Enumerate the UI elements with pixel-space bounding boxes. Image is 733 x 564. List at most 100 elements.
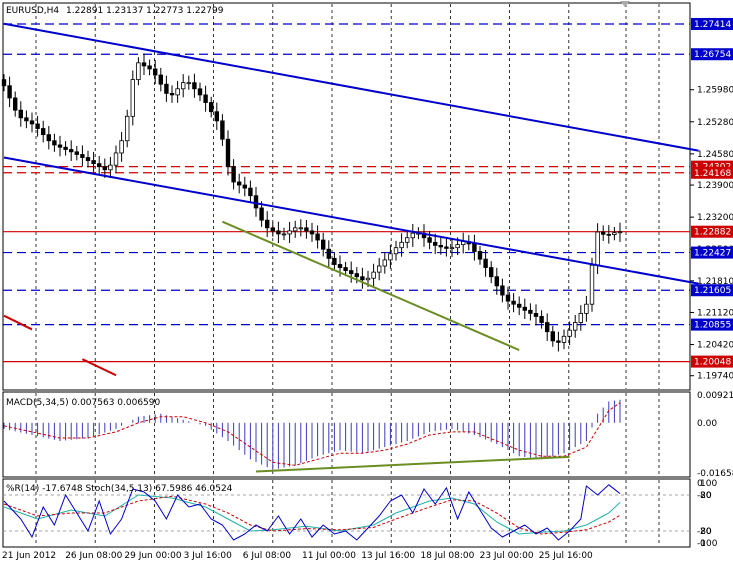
candle-body <box>539 316 544 323</box>
candle-body <box>320 239 326 250</box>
candle-body <box>360 276 365 281</box>
candle-body <box>7 85 12 99</box>
macd-tick-label: 0.009214 <box>697 391 733 401</box>
price-panel-frame <box>2 2 691 391</box>
level-tag-label: 1.26754 <box>694 50 731 60</box>
stoch-tick-label-right: 100 <box>700 479 717 489</box>
red-trend-segment <box>81 358 117 377</box>
candle-body <box>393 247 399 255</box>
x-tick-label: 18 Jul 08:00 <box>420 551 474 561</box>
price-tick-label: 1.21120 <box>697 308 733 318</box>
candle-body <box>483 258 488 268</box>
candle-body <box>80 154 85 158</box>
candle-body <box>152 68 158 76</box>
level-tag <box>691 48 733 61</box>
channel-line <box>3 22 699 152</box>
candle-body <box>505 294 511 302</box>
candle-body <box>52 140 57 146</box>
time-axis: 21 Jun 2012 26 Jun 08:00 29 Jun 00:00 3 Jul… <box>2 551 593 561</box>
candle-body <box>472 243 477 252</box>
candle-body <box>186 82 191 85</box>
candle-body <box>242 184 247 189</box>
candle-body <box>164 83 169 94</box>
x-tick-label: 3 Jul 16:00 <box>184 551 233 561</box>
x-tick-label: 13 Jul 16:00 <box>361 551 415 561</box>
chart-shift-icon[interactable] <box>620 1 630 7</box>
macd-indicator: 0.009214 0.00 -0.01658 <box>3 391 733 479</box>
candle-body <box>567 329 572 337</box>
candle-body <box>382 259 387 267</box>
candle-body <box>315 233 320 241</box>
macd-signal-line <box>3 402 621 466</box>
macd-trend-line <box>255 455 570 473</box>
candle-body <box>57 144 63 148</box>
candle-body <box>556 340 561 343</box>
candle-body <box>102 166 107 171</box>
candle-body <box>561 335 567 343</box>
candle-body <box>365 277 371 281</box>
macd-tick-label: 0.00 <box>697 419 717 429</box>
candle-body <box>444 246 449 249</box>
candle-body <box>388 253 393 261</box>
candle-body <box>236 181 242 186</box>
x-tick-label: 26 Jun 08:00 <box>65 551 122 561</box>
candle-body <box>376 265 382 273</box>
ohlc-label: 1.22891 1.23137 1.22773 1.22799 <box>66 6 224 16</box>
level-tag <box>691 225 733 238</box>
stoch-tick-label: 0 <box>697 479 703 489</box>
macd-tick-label: -0.01658 <box>697 469 733 479</box>
candle-body <box>337 264 343 268</box>
candle-body <box>348 270 354 275</box>
channel-line <box>3 156 699 285</box>
x-tick-label: 29 Jun 00:00 <box>124 551 181 561</box>
candle-body <box>292 227 298 232</box>
candle-body <box>573 322 578 331</box>
stoch-signal-line <box>3 495 621 535</box>
symbol-label: EURUSD,H4 <box>6 6 59 16</box>
level-tag-label: 1.22882 <box>694 228 731 238</box>
candle-body <box>343 267 348 271</box>
candle-body <box>74 151 79 155</box>
candle-body <box>169 92 175 96</box>
price-candles <box>1 53 623 352</box>
candle-body <box>517 303 522 308</box>
candle-body <box>46 134 51 142</box>
price-tick-label: 1.20420 <box>697 341 733 351</box>
candle-body <box>97 163 102 168</box>
candle-body <box>404 237 410 243</box>
candle-body <box>410 232 415 239</box>
level-tag-label: 1.20855 <box>694 321 731 331</box>
candle-body <box>231 166 236 183</box>
x-tick-label: 25 Jul 16:00 <box>539 551 593 561</box>
macd-title: MACD(5,34,5) 0.007563 0.006590 <box>6 398 161 408</box>
horizontal-levels <box>3 23 690 363</box>
candle-body <box>287 230 292 235</box>
candle-body <box>432 241 438 246</box>
candle-body <box>85 157 91 161</box>
candle-body <box>589 264 595 305</box>
candle-body <box>371 271 376 279</box>
candle-body <box>41 128 46 136</box>
level-tag-label: 1.20048 <box>694 358 731 368</box>
candle-body <box>477 251 483 260</box>
candle-body <box>147 65 152 70</box>
x-tick-label: 6 Jul 08:00 <box>243 551 292 561</box>
stoch-tick-label: -20 <box>697 491 712 501</box>
candle-body <box>24 117 29 122</box>
candle-body <box>175 88 180 96</box>
candle-body <box>427 237 432 243</box>
candle-body <box>304 227 309 232</box>
stoch-tick-label: -100 <box>697 539 718 549</box>
candle-body <box>225 138 231 168</box>
candle-body <box>203 94 208 103</box>
price-tick-label: 1.25280 <box>697 118 733 128</box>
candle-body <box>326 248 331 259</box>
chart-title: EURUSD,H4 1.22891 1.23137 1.22773 1.2279… <box>6 6 224 16</box>
candle-body <box>533 312 539 317</box>
candle-body <box>29 120 35 125</box>
candle-body <box>259 207 264 221</box>
candle-body <box>253 195 259 209</box>
candle-body <box>108 164 113 171</box>
level-tag-label: 1.21605 <box>694 286 731 296</box>
